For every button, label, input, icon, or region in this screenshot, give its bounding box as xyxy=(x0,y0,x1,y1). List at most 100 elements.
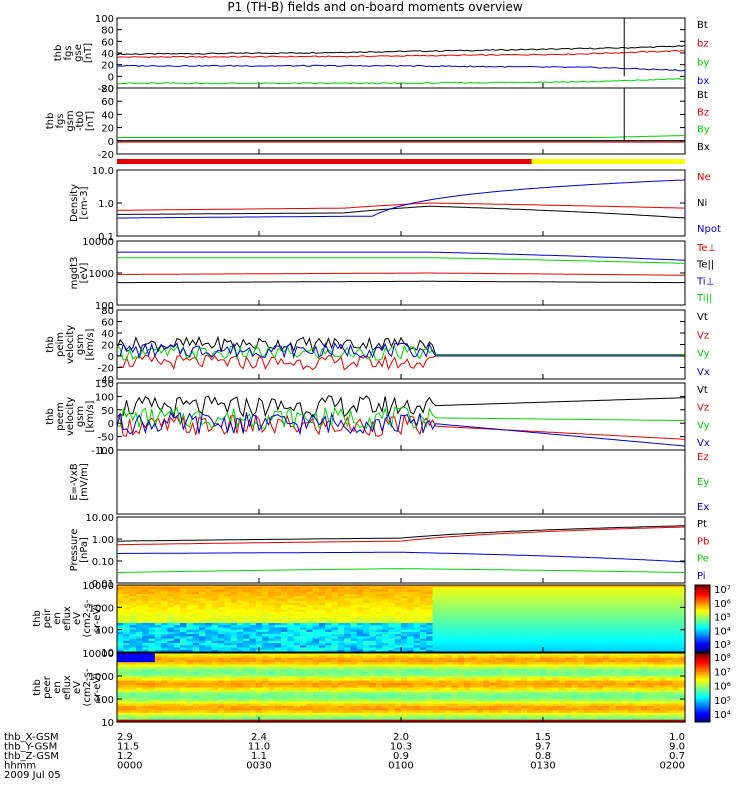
spectrogram-cell xyxy=(451,631,459,635)
spectrogram-cell xyxy=(224,653,232,656)
spectrogram-cell xyxy=(268,596,276,599)
spectrogram-cell xyxy=(325,689,333,693)
spectrogram-cell xyxy=(432,616,440,620)
spectrogram-cell xyxy=(445,627,453,631)
spectrogram-cell xyxy=(445,696,453,700)
spectrogram-cell xyxy=(539,600,547,604)
spectrogram-cell xyxy=(445,653,453,656)
spectrogram-cell xyxy=(268,643,276,646)
spectrogram-cell xyxy=(199,589,206,593)
colorbar-swatch xyxy=(695,638,710,641)
spectrogram-cell xyxy=(401,649,408,653)
spectrogram-cell xyxy=(356,622,364,626)
spectrogram-cell xyxy=(344,622,352,626)
spectrogram-cell xyxy=(401,710,408,714)
spectrogram-cell xyxy=(413,653,421,656)
spectrogram-cell xyxy=(249,715,257,718)
spectrogram-cell xyxy=(653,614,661,617)
spectrogram-cell xyxy=(438,649,446,653)
spectrogram-cell xyxy=(249,682,257,686)
spectrogram-cell xyxy=(508,602,516,606)
spectrogram-cell xyxy=(154,719,162,723)
spectrogram-cell xyxy=(356,607,364,611)
spectrogram-cell xyxy=(180,645,188,649)
spectrogram-cell xyxy=(243,605,251,608)
spectrogram-cell xyxy=(344,678,352,682)
spectrogram-cell xyxy=(483,671,490,675)
spectrogram-cell xyxy=(167,669,175,672)
spectrogram-cell xyxy=(287,647,295,651)
spectrogram-cell xyxy=(495,645,503,649)
spectrogram-cell xyxy=(407,687,415,691)
spectrogram-cell xyxy=(287,717,295,721)
spectrogram-cell xyxy=(363,680,371,684)
spectrogram-cell xyxy=(678,614,686,617)
spectrogram-cell xyxy=(217,622,225,626)
spectrogram-cell xyxy=(318,616,326,620)
spectrogram-cell xyxy=(262,587,270,591)
spectrogram-cell xyxy=(205,607,213,611)
spectrogram-cell xyxy=(306,662,314,666)
spectrogram-cell xyxy=(135,627,143,631)
spectrogram-cell xyxy=(483,678,490,682)
spectrogram-cell xyxy=(508,664,516,668)
spectrogram-cell xyxy=(388,600,396,604)
spectrogram-cell xyxy=(274,685,282,689)
spectrogram-cell xyxy=(464,689,472,693)
spectrogram-cell xyxy=(211,645,219,649)
spectrogram-cell xyxy=(375,616,383,620)
spectrogram-cell xyxy=(470,627,478,631)
spectrogram-cell xyxy=(281,627,288,631)
spectrogram-cell xyxy=(142,638,150,642)
spectrogram-cell xyxy=(287,622,295,626)
spectrogram-cell xyxy=(678,616,686,620)
spectrogram-cell xyxy=(394,638,402,642)
spectrogram-cell xyxy=(432,680,440,684)
spectrogram-cell xyxy=(268,609,276,613)
spectrogram-cell xyxy=(628,598,636,602)
spectrogram-cell xyxy=(451,657,459,661)
spectrogram-cell xyxy=(356,627,364,631)
spectrogram-cell xyxy=(565,596,572,599)
spectrogram-cell xyxy=(268,620,276,624)
spectrogram-cell xyxy=(148,671,156,675)
spectrogram-cell xyxy=(363,715,371,718)
spectrogram-cell xyxy=(268,715,276,718)
spectrogram-cell xyxy=(287,614,295,617)
spectrogram-cell xyxy=(173,618,181,622)
spectrogram-cell xyxy=(123,708,131,712)
spectrogram-cell xyxy=(476,585,484,588)
spectrogram-cell xyxy=(451,638,459,642)
spectrogram-cell xyxy=(382,653,389,656)
spectrogram-cell xyxy=(628,593,636,597)
spectrogram-cell xyxy=(426,669,434,672)
spectrogram-cell xyxy=(318,640,326,644)
spectrogram-cell xyxy=(129,585,137,588)
spectrogram-cell xyxy=(325,699,333,702)
spectrogram-cell xyxy=(243,719,251,723)
spectrogram-cell xyxy=(476,640,484,644)
spectrogram-cell xyxy=(135,692,143,695)
spectrogram-cell xyxy=(596,643,604,646)
spectrogram-cell xyxy=(356,602,364,606)
spectrogram-cell xyxy=(217,659,225,663)
spectrogram-cell xyxy=(602,591,610,595)
spectrogram-cell xyxy=(369,694,377,698)
spectrogram-cell xyxy=(615,600,623,604)
spectrogram-cell xyxy=(407,666,415,670)
spectrogram-cell xyxy=(161,602,169,606)
spectrogram-cell xyxy=(628,638,636,642)
spectrogram-cell xyxy=(262,662,270,666)
spectrogram-cell xyxy=(192,585,200,588)
spectrogram-cell xyxy=(192,705,200,709)
spectrogram-cell xyxy=(274,631,282,635)
spectrogram-cell xyxy=(243,662,251,666)
spectrogram-cell xyxy=(394,699,402,702)
spectrogram-cell xyxy=(640,587,648,591)
spectrogram-cell xyxy=(129,712,137,716)
spectrogram-cell xyxy=(281,596,288,599)
spectrogram-cell xyxy=(211,696,219,700)
spectrogram-cell xyxy=(300,589,307,593)
y-tick-label: 0 xyxy=(108,72,114,83)
spectrogram-cell xyxy=(230,634,238,637)
